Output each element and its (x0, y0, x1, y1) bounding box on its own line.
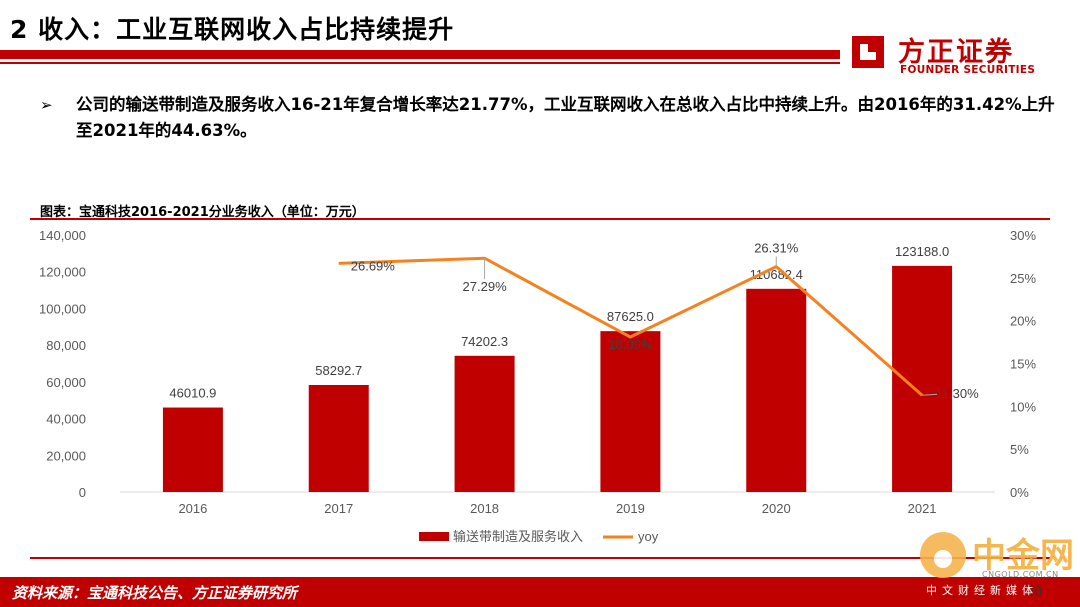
y-right-tick-label: 5% (1010, 442, 1029, 457)
yoy-value-label: 18.09% (608, 337, 653, 352)
bar-value-label: 87625.0 (607, 309, 654, 324)
yoy-value-label: 11.30% (936, 386, 980, 401)
y-left-tick-label: 120,000 (39, 265, 86, 280)
chart-caption: 图表：宝通科技2016-2021分业务收入（单位：万元） (40, 205, 365, 220)
y-right-tick-label: 0% (1010, 485, 1029, 500)
y-right-tick-label: 25% (1010, 271, 1036, 286)
source-note: 资料来源：宝通科技公告、方正证券研究所 (12, 584, 298, 602)
founder-logo: 方正证券 FOUNDER SECURITIES (848, 30, 1048, 80)
watermark-name: 中金网 (972, 536, 1074, 576)
title-rule (0, 50, 840, 59)
logo-english-name: FOUNDER SECURITIES (900, 64, 1036, 76)
y-right-tick-label: 30% (1010, 228, 1036, 243)
summary-text: 公司的输送带制造及服务收入16-21年复合增长率达21.77%，工业互联网收入在… (76, 95, 1055, 140)
legend-bar-label: 输送带制造及服务收入 (453, 529, 583, 544)
y-right-tick-label: 10% (1010, 399, 1036, 414)
slide-title: 2 收入：工业互联网收入占比持续提升 (10, 15, 455, 44)
revenue-bar (454, 355, 515, 492)
y-left-tick-label: 20,000 (46, 448, 86, 463)
y-left-tick-label: 80,000 (46, 338, 86, 353)
revenue-bar (600, 331, 661, 492)
watermark-tagline: 中文财经新媒体 (926, 584, 1038, 597)
bar-value-label: 74202.3 (461, 334, 508, 349)
yoy-line (338, 256, 924, 397)
yoy-value-label: 26.69% (351, 258, 396, 273)
founder-logo-icon (852, 36, 884, 68)
revenue-chart: 0 20,000 40,000 60,000 80,000 100,000 120,000 1… (39, 228, 1036, 544)
revenue-bar (746, 288, 807, 492)
y-right-tick-label: 15% (1010, 357, 1036, 372)
revenue-bar (308, 384, 369, 492)
logo-chinese-name: 方正证券 (898, 37, 1014, 68)
revenue-bar (892, 265, 953, 492)
y-right-tick-label: 20% (1010, 314, 1036, 329)
yoy-value-label: 27.29% (463, 279, 508, 294)
bullet-arrow-icon: ➢ (40, 96, 53, 114)
y-left-tick-label: 40,000 (46, 412, 86, 427)
footer-bar (0, 577, 1080, 607)
y-left-tick-label: 100,000 (39, 301, 86, 316)
x-category-label: 2016 (178, 501, 207, 516)
bar-value-label: 46010.9 (169, 386, 216, 401)
yoy-leader-line (922, 393, 938, 396)
footer-rule (30, 557, 1050, 559)
y-left-tick-label: 140,000 (39, 228, 86, 243)
legend-line-label: yoy (638, 529, 659, 544)
cngold-watermark: 中金网 CNGOLD.COM.CN 中文财经新媒体 (920, 528, 1080, 597)
title-rule-thin (0, 62, 840, 64)
y-left-tick-label: 0 (79, 485, 86, 500)
page-number: 20 (1026, 585, 1043, 600)
y-left-tick-label: 60,000 (46, 375, 86, 390)
legend-bar-swatch (419, 532, 449, 541)
x-category-label: 2019 (616, 501, 645, 516)
yoy-value-label: 26.31% (754, 241, 799, 256)
x-category-label: 2018 (470, 501, 499, 516)
bar-value-label: 123188.0 (895, 244, 949, 259)
watermark-logo-icon (920, 532, 966, 578)
caption-rule (30, 218, 1050, 220)
x-category-label: 2021 (908, 501, 937, 516)
watermark-domain: CNGOLD.COM.CN (982, 570, 1059, 579)
x-category-label: 2017 (324, 501, 353, 516)
x-category-label: 2020 (762, 501, 791, 516)
revenue-bar (162, 407, 223, 492)
bar-value-label: 58292.7 (315, 363, 362, 378)
summary-bullet: ➢ 公司的输送带制造及服务收入16-21年复合增长率达21.77%，工业互联网收… (40, 92, 1060, 144)
